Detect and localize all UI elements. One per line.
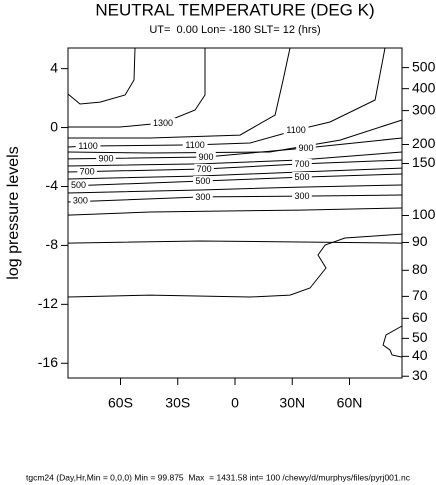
x-tick-label: 60N — [337, 395, 363, 411]
y2-tick-label: 400 — [412, 79, 436, 95]
contour-line — [68, 47, 291, 139]
contour-label-bg — [292, 191, 312, 202]
contour-label: 900 — [298, 143, 313, 153]
footer: tgcm24 (Day,Hr,Min = 0,0,0) Min = 99.875… — [26, 472, 411, 482]
contour-line — [67, 207, 403, 216]
y2-tick-label: 60 — [412, 309, 428, 325]
contour-label-bg — [77, 166, 97, 177]
contour-label-bg — [292, 172, 312, 183]
contour-label: 500 — [195, 176, 210, 186]
contour-line — [67, 47, 136, 105]
contour-line — [67, 47, 386, 148]
y-tick-label: 0 — [50, 118, 58, 134]
contour-label-bg — [283, 125, 309, 136]
y2-tick-label: 200 — [412, 135, 436, 151]
contour-label: 300 — [195, 192, 210, 202]
y2-tick-label: 150 — [412, 154, 436, 170]
contour-line — [67, 173, 403, 187]
contour-label-bg — [196, 152, 216, 163]
contour-line — [67, 119, 403, 154]
y2-tick-label: 50 — [412, 329, 428, 345]
contour-line — [67, 233, 403, 298]
contour-label-bg — [70, 195, 91, 206]
contour-line — [67, 184, 403, 194]
contour-line — [67, 240, 403, 244]
y2-tick-label: 100 — [412, 206, 436, 222]
contour-label: 1300 — [153, 118, 173, 128]
contour-label-bg — [194, 163, 214, 174]
y2-tick-label: 80 — [412, 261, 428, 277]
contour-line — [67, 137, 403, 160]
contour-line — [67, 159, 403, 173]
contour-label: 700 — [80, 166, 95, 176]
contour-label-bg — [75, 140, 101, 151]
contour-label: 900 — [198, 152, 213, 162]
contour-line — [67, 167, 403, 180]
contour-label: 500 — [71, 180, 86, 190]
contour-label: 700 — [197, 164, 212, 174]
y-tick-label: 4 — [50, 59, 58, 75]
y2-tick-label: 300 — [412, 101, 436, 117]
y2-tick-label: 70 — [412, 287, 428, 303]
x-tick-label: 0 — [231, 395, 239, 411]
contour-label-bg — [292, 158, 312, 169]
x-tick-label: 60S — [108, 395, 133, 411]
y-axis-label: log pressure levels — [5, 146, 22, 279]
contour-label-bg — [68, 180, 89, 191]
contour-label: 900 — [98, 153, 113, 163]
contour-line — [67, 151, 403, 167]
contour-label: 300 — [73, 195, 88, 205]
chart-subtitle: UT= 0.00 Lon= -180 SLT= 12 (hrs) — [149, 24, 320, 36]
y-tick-label: -4 — [46, 177, 59, 193]
contour-label: 700 — [294, 159, 309, 169]
y-tick-label: -16 — [38, 354, 58, 370]
contour-label-bg — [193, 191, 213, 202]
contour-line — [68, 48, 206, 128]
contour-label-bg — [296, 143, 316, 154]
contour-label: 1100 — [185, 140, 204, 150]
y2-tick-label: 40 — [412, 347, 428, 363]
y2-tick-label: 90 — [412, 233, 428, 249]
contour-label: 500 — [294, 172, 309, 182]
contour-line — [67, 194, 403, 203]
y2-tick-label: 500 — [412, 58, 436, 74]
contour-label: 1100 — [286, 125, 305, 135]
x-tick-label: 30S — [165, 395, 190, 411]
contour-label-bg — [96, 153, 116, 164]
y-tick-label: -8 — [46, 236, 59, 252]
contour-label-bg — [193, 176, 213, 187]
x-tick-label: 30N — [279, 395, 305, 411]
contour-line — [382, 325, 403, 358]
contour-label-bg — [150, 117, 176, 128]
contour-label: 1100 — [78, 141, 97, 151]
chart-title: NEUTRAL TEMPERATURE (DEG K) — [95, 0, 374, 19]
y-tick-label: -12 — [38, 295, 58, 311]
contour-label: 300 — [294, 191, 309, 201]
y2-tick-label: 30 — [412, 367, 428, 383]
contour-label-bg — [182, 139, 208, 150]
